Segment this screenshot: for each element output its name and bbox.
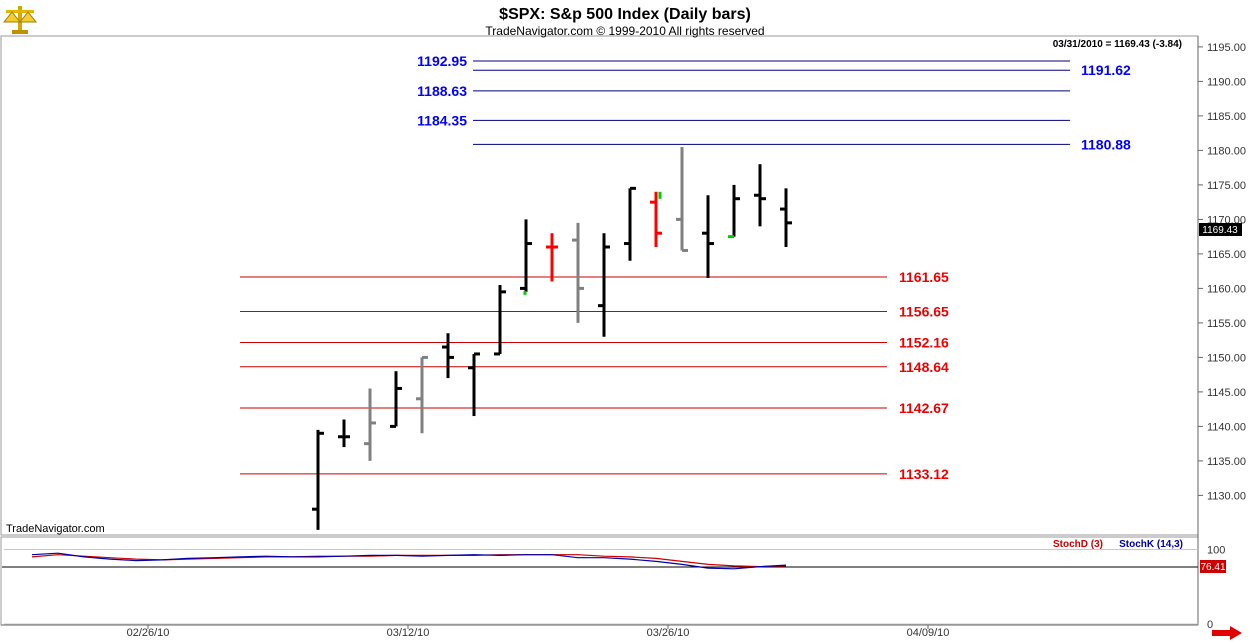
ohlc-bar	[390, 371, 402, 428]
x-tick-label: 02/26/10	[127, 627, 170, 639]
y-tick-label: 1185.00	[1207, 111, 1246, 123]
ohlc-bar	[364, 388, 376, 461]
watermark-label: TradeNavigator.com	[6, 523, 105, 535]
resistance-label: 1188.63	[417, 83, 467, 99]
y-tick-label: 1140.00	[1207, 421, 1246, 433]
ohlc-bar	[728, 184, 740, 239]
fib-levels: 1192.95 1191.62 1188.63 1184.35 1180.88 1161.…	[240, 53, 1131, 482]
last-price-value: 1169.43	[1202, 225, 1238, 236]
legend-stoch-k: StochK (14,3)	[1119, 539, 1183, 550]
stoch-y-tick-label: 0	[1207, 619, 1213, 631]
resistance-label: 1180.88	[1081, 136, 1131, 152]
scroll-right-arrow-icon[interactable]	[1212, 626, 1242, 640]
y-tick-label: 1135.00	[1207, 456, 1246, 468]
ohlc-bar	[338, 419, 350, 448]
ohlc-bar	[468, 352, 480, 417]
y-tick-label: 1150.00	[1207, 352, 1246, 364]
y-tick-label: 1145.00	[1207, 387, 1246, 399]
stoch-value: 76.41	[1200, 562, 1225, 573]
ohlc-bar	[754, 164, 766, 227]
support-label: 1133.12	[899, 466, 949, 482]
ohlc-bar	[546, 233, 558, 282]
support-label: 1142.67	[899, 400, 949, 416]
last-price-readout: 03/31/2010 = 1169.43 (-3.84)	[1053, 39, 1182, 50]
price-panel-frame	[0, 35, 1199, 536]
ohlc-bar	[494, 284, 506, 356]
chart-subtitle: TradeNavigator.com © 1999-2010 All right…	[485, 24, 764, 38]
y-tick-label: 1190.00	[1207, 76, 1246, 88]
y-axis-ticks: 1195.001190.001185.001180.001175.001170.…	[1198, 42, 1246, 631]
ohlc-bar	[598, 233, 610, 337]
y-tick-label: 1160.00	[1207, 283, 1246, 295]
y-tick-label: 1155.00	[1207, 318, 1246, 330]
support-label: 1161.65	[899, 269, 949, 285]
resistance-label: 1191.62	[1081, 62, 1131, 78]
support-label: 1156.65	[899, 304, 949, 320]
resistance-label: 1192.95	[417, 53, 467, 69]
x-tick-label: 04/09/10	[907, 627, 950, 639]
resistance-label: 1184.35	[417, 112, 467, 128]
scales-logo-icon	[2, 6, 38, 34]
y-tick-label: 1180.00	[1207, 145, 1246, 157]
last-price-box	[1199, 223, 1242, 236]
x-axis-ticks: 02/26/10 03/12/10 03/26/10 04/09/10	[127, 625, 950, 639]
support-label: 1152.16	[899, 334, 949, 350]
ohlc-bar	[780, 188, 792, 247]
stoch-y-tick-label: 100	[1207, 544, 1225, 556]
ohlc-bar	[702, 195, 714, 279]
stochastic-lines	[2, 552, 1198, 570]
gridlines	[4, 548, 1198, 625]
ohlc-bar	[676, 146, 688, 252]
ohlc-bar	[416, 355, 428, 434]
legend-stoch-d: StochD (3)	[1053, 539, 1103, 550]
ohlc-bar	[572, 222, 584, 323]
ohlc-bar	[520, 219, 532, 295]
y-tick-label: 1165.00	[1207, 249, 1246, 261]
support-label: 1148.64	[899, 359, 949, 375]
price-bars	[312, 146, 792, 530]
ohlc-bar	[442, 333, 454, 379]
ohlc-bar	[650, 191, 662, 247]
chart-title: $SPX: S&p 500 Index (Daily bars)	[499, 6, 751, 23]
ohlc-bar	[312, 429, 324, 530]
x-tick-label: 03/26/10	[647, 627, 690, 639]
stoch-panel-frame	[0, 536, 1199, 626]
ohlc-bar	[624, 186, 636, 261]
stoch-value-box	[1200, 560, 1226, 573]
y-tick-label: 1195.00	[1207, 42, 1246, 54]
stoch-series-line	[31, 552, 787, 570]
y-tick-label: 1130.00	[1207, 490, 1246, 502]
x-tick-label: 03/12/10	[387, 627, 430, 639]
y-tick-label: 1175.00	[1207, 180, 1246, 192]
